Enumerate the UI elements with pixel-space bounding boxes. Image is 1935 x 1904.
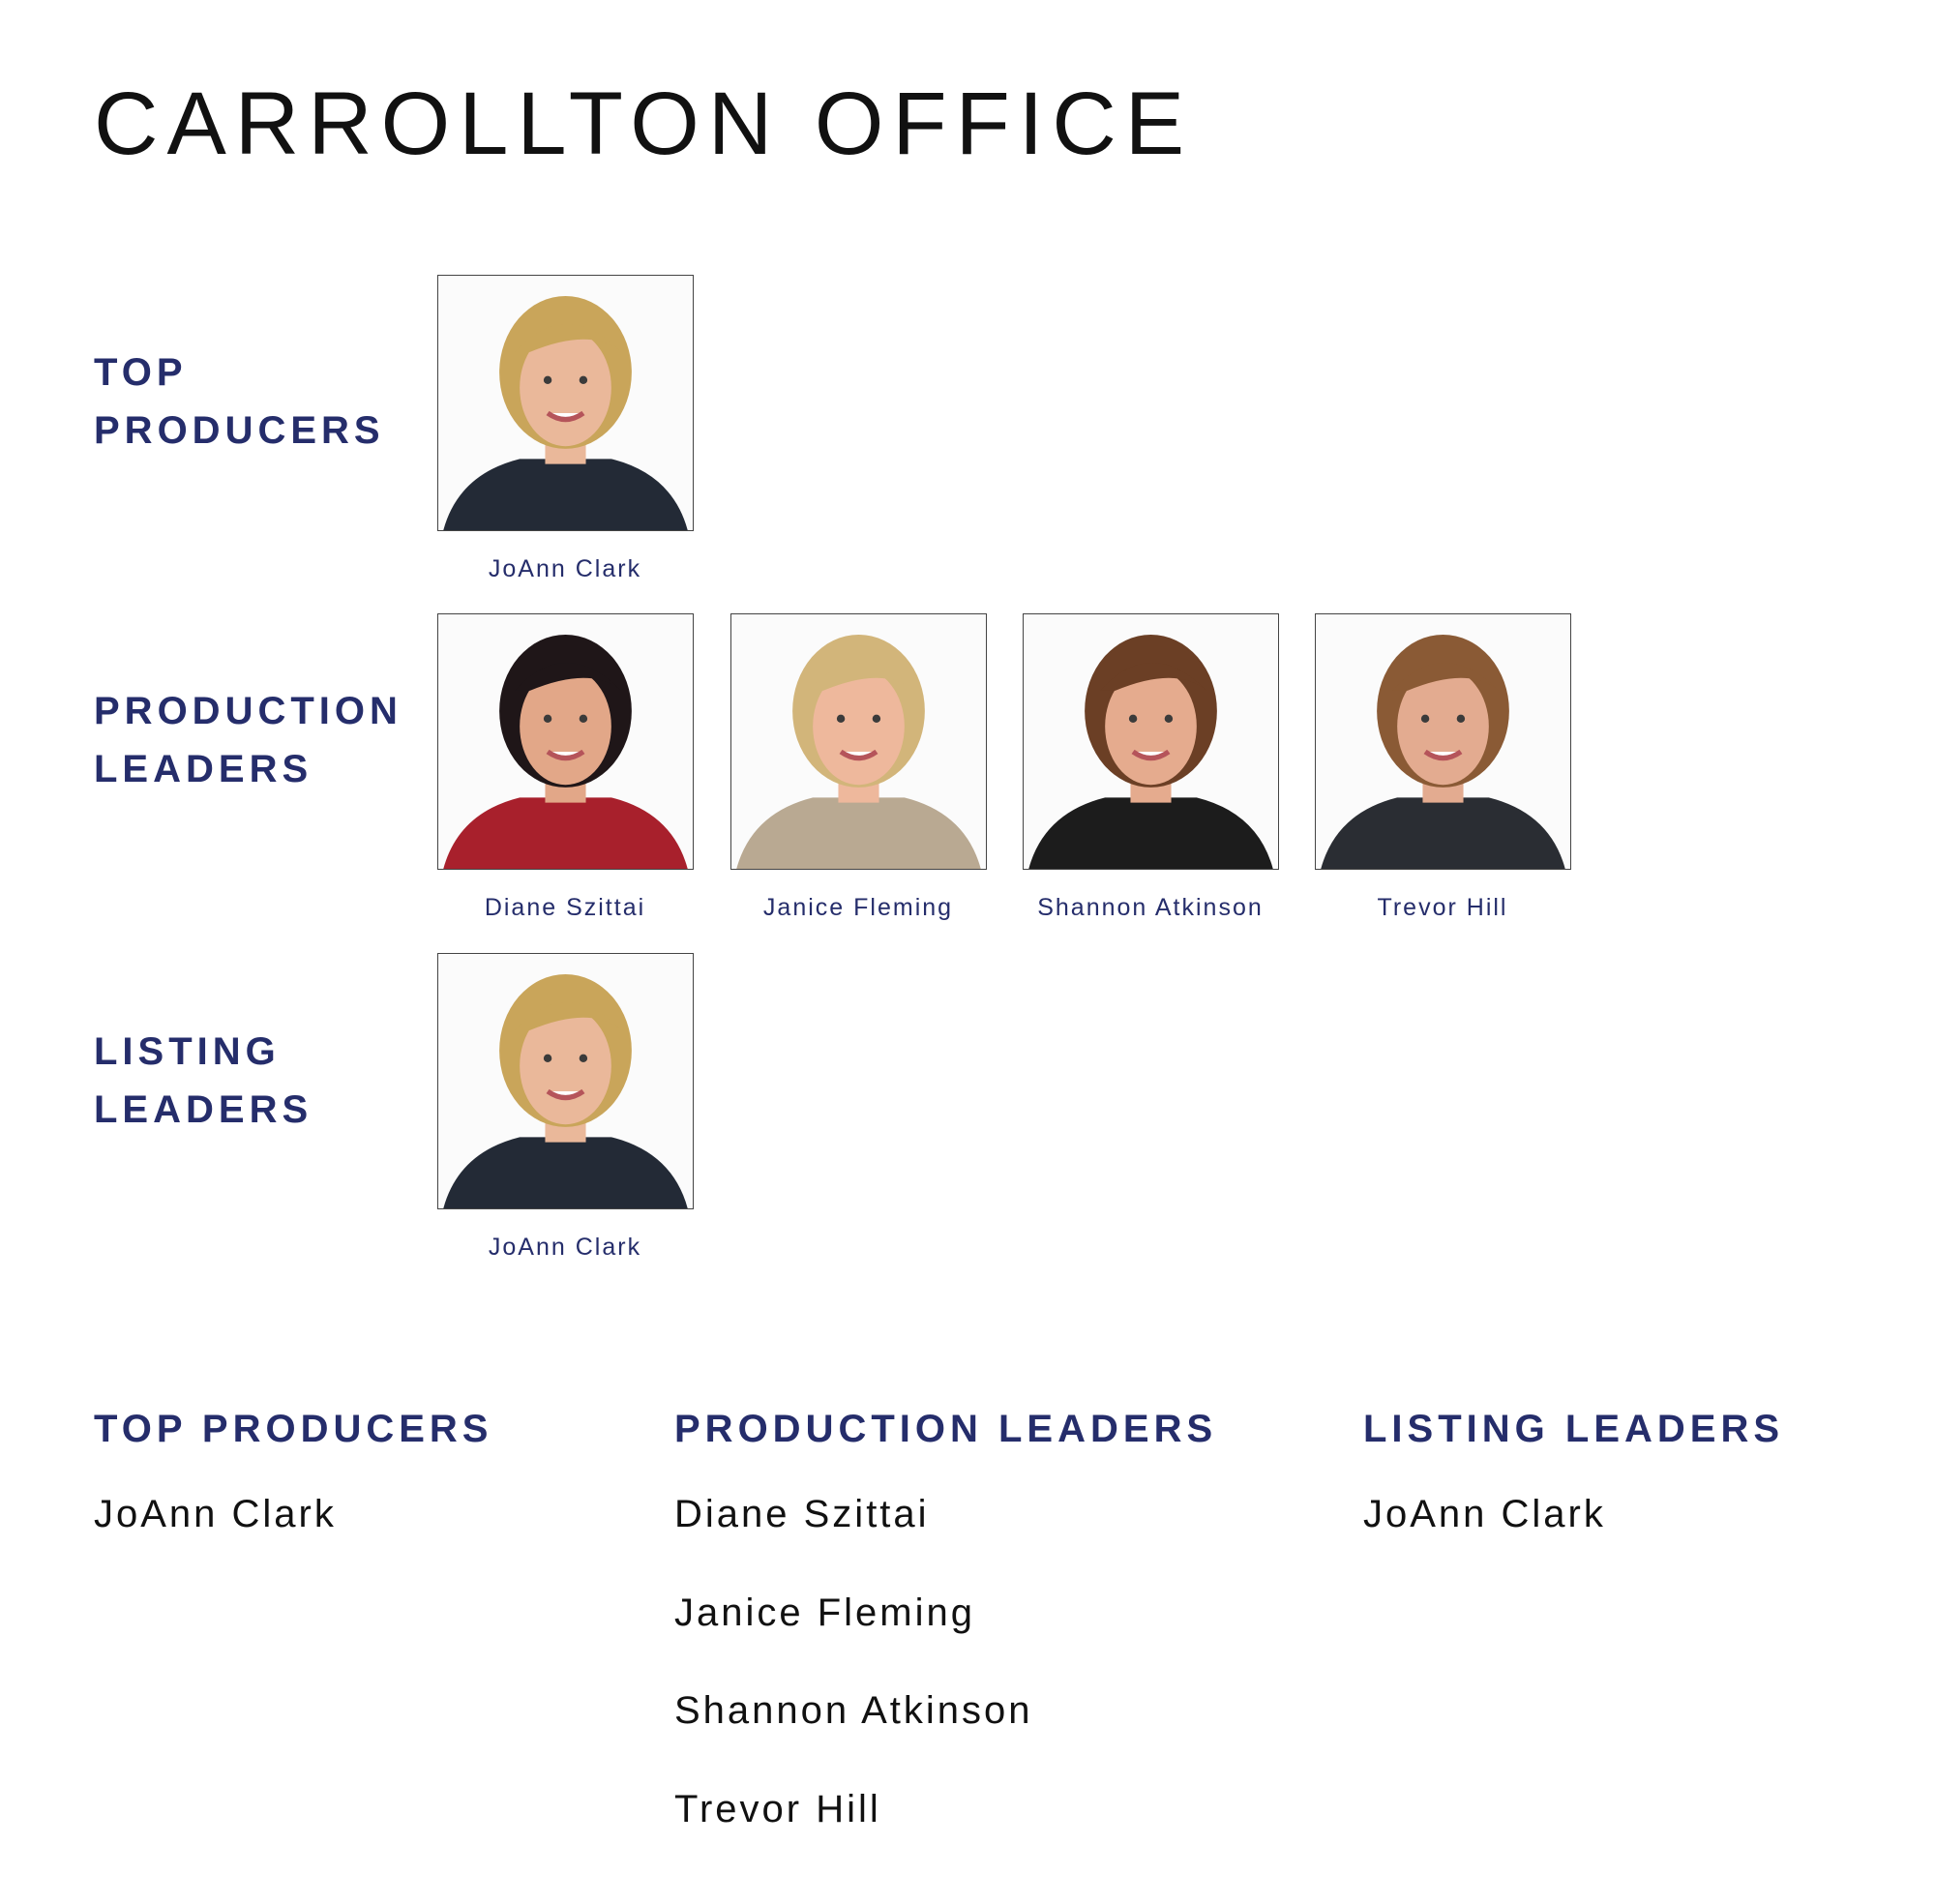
label-line: TOP [94, 351, 188, 394]
photo-caption: JoAnn Clark [488, 1234, 642, 1261]
summary-heading-listing-leaders: LISTING LEADERS [1363, 1408, 1785, 1450]
photo-caption: JoAnn Clark [488, 555, 642, 582]
headshot-photo [437, 275, 694, 531]
summary-heading-top-producers: TOP PRODUCERS [94, 1408, 493, 1450]
summary-name: Janice Fleming [674, 1592, 976, 1634]
summary-heading-production-leaders: PRODUCTION LEADERS [674, 1408, 1218, 1450]
label-line: LEADERS [94, 1088, 313, 1131]
photo-caption: Janice Fleming [762, 894, 954, 921]
summary-name: Trevor Hill [674, 1788, 881, 1830]
summary-name: Shannon Atkinson [674, 1689, 1033, 1732]
headshot-photo [437, 613, 694, 870]
label-line: LEADERS [94, 748, 313, 790]
label-line: LISTING [94, 1030, 281, 1073]
photo-caption: Shannon Atkinson [1037, 894, 1264, 921]
section-label-listing-leaders: LISTING LEADERS [94, 1023, 313, 1139]
photo-caption: Trevor Hill [1377, 894, 1508, 921]
summary-name: Diane Szittai [674, 1493, 930, 1535]
section-label-production-leaders: PRODUCTION LEADERS [94, 682, 402, 798]
label-line: PRODUCERS [94, 409, 385, 452]
photo-caption: Diane Szittai [484, 894, 646, 921]
label-line: PRODUCTION [94, 690, 402, 732]
summary-name: JoAnn Clark [94, 1493, 337, 1535]
summary-name: JoAnn Clark [1363, 1493, 1606, 1535]
headshot-photo [1315, 613, 1571, 870]
headshot-photo [730, 613, 987, 870]
headshot-photo [437, 953, 694, 1209]
section-label-top-producers: TOP PRODUCERS [94, 343, 385, 460]
page-title: CARROLLTON OFFICE [94, 74, 1194, 173]
headshot-photo [1023, 613, 1279, 870]
